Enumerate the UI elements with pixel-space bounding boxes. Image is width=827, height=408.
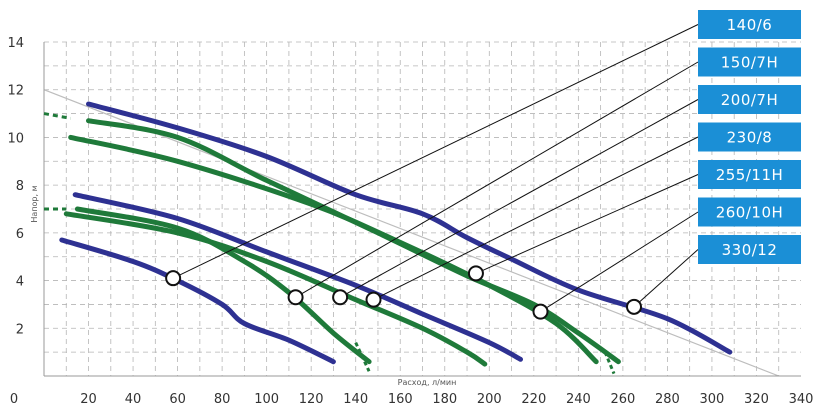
performance-curves <box>43 101 733 375</box>
x-tick-label: 120 <box>299 392 324 407</box>
x-tick-label: 180 <box>432 392 457 407</box>
legend-box <box>698 160 801 189</box>
curve-green <box>68 134 599 365</box>
curve-green <box>63 211 488 367</box>
curve-blue <box>86 101 733 355</box>
leader-line <box>540 211 699 313</box>
legend-label: 200/7H <box>721 91 779 109</box>
y-tick-label: 10 <box>7 131 24 146</box>
leader-line <box>339 99 699 298</box>
x-tick-label: 160 <box>388 392 413 407</box>
curve-extension <box>43 112 71 120</box>
y-tick-label: 2 <box>16 322 24 337</box>
legend-box <box>698 197 801 227</box>
legend-label: 150/7H <box>721 54 779 72</box>
legend-box <box>698 235 801 264</box>
curve-marker <box>532 303 549 320</box>
leader-line <box>475 174 699 274</box>
x-axis-label: Расход, л/мин <box>398 378 457 387</box>
legend-box <box>698 47 801 77</box>
y-tick-label: 14 <box>7 36 24 51</box>
legend-box <box>698 10 801 39</box>
legend-label: 230/8 <box>727 129 773 147</box>
x-tick-label: 0 <box>10 392 18 407</box>
x-tick-label: 260 <box>610 392 635 407</box>
x-tick-label: 340 <box>789 392 814 407</box>
leader-line <box>633 249 699 308</box>
x-tick-label: 320 <box>744 392 769 407</box>
legend-label: 255/11H <box>716 166 784 184</box>
reference-line <box>43 89 779 377</box>
curve-marker <box>165 270 182 287</box>
legend-label: 140/6 <box>727 16 773 34</box>
curve-marker <box>626 298 643 315</box>
legend-label: 260/10H <box>716 204 784 222</box>
y-tick-label: 4 <box>16 275 24 290</box>
leader-lines <box>172 24 699 313</box>
system-reference-line <box>43 89 779 377</box>
curve-markers <box>165 265 643 320</box>
x-tick-label: 300 <box>700 392 725 407</box>
chart-grid <box>44 41 801 376</box>
x-tick-label: 200 <box>477 392 502 407</box>
x-tick-label: 240 <box>566 392 591 407</box>
y-tick-label: 6 <box>16 227 24 242</box>
curve-extension <box>354 341 371 372</box>
leader-line <box>295 61 699 298</box>
x-tick-label: 20 <box>80 392 97 407</box>
curve-blue <box>72 192 523 362</box>
legend-box <box>698 122 801 152</box>
x-tick-label: 140 <box>343 392 368 407</box>
curve-blue <box>59 237 336 365</box>
leader-line <box>172 24 699 279</box>
leader-line <box>373 136 699 301</box>
x-tick-label: 60 <box>169 392 186 407</box>
x-tick-label: 80 <box>214 392 231 407</box>
curve-marker <box>287 289 304 306</box>
x-tick-label: 100 <box>254 392 279 407</box>
legend: 140/6 150/7H 200/7H 230/8 255/11H 260/10H 330/… <box>698 10 801 264</box>
tick-labels: 0 20 40 60 80 100 120 140 160 180 200 220 240 260 280 3… <box>7 36 813 407</box>
y-tick-label: 12 <box>7 84 24 99</box>
curve-marker <box>467 265 484 282</box>
x-tick-label: 40 <box>125 392 142 407</box>
legend-box <box>698 85 801 114</box>
y-tick-label: 8 <box>16 179 24 194</box>
curve-extension <box>603 351 616 375</box>
curve-marker <box>365 291 382 308</box>
curve-marker <box>332 289 349 306</box>
x-tick-label: 280 <box>655 392 680 407</box>
legend-label: 330/12 <box>722 241 778 259</box>
x-tick-label: 220 <box>521 392 546 407</box>
curve-green <box>74 206 372 365</box>
y-axis-label: Напор, м <box>30 185 39 222</box>
